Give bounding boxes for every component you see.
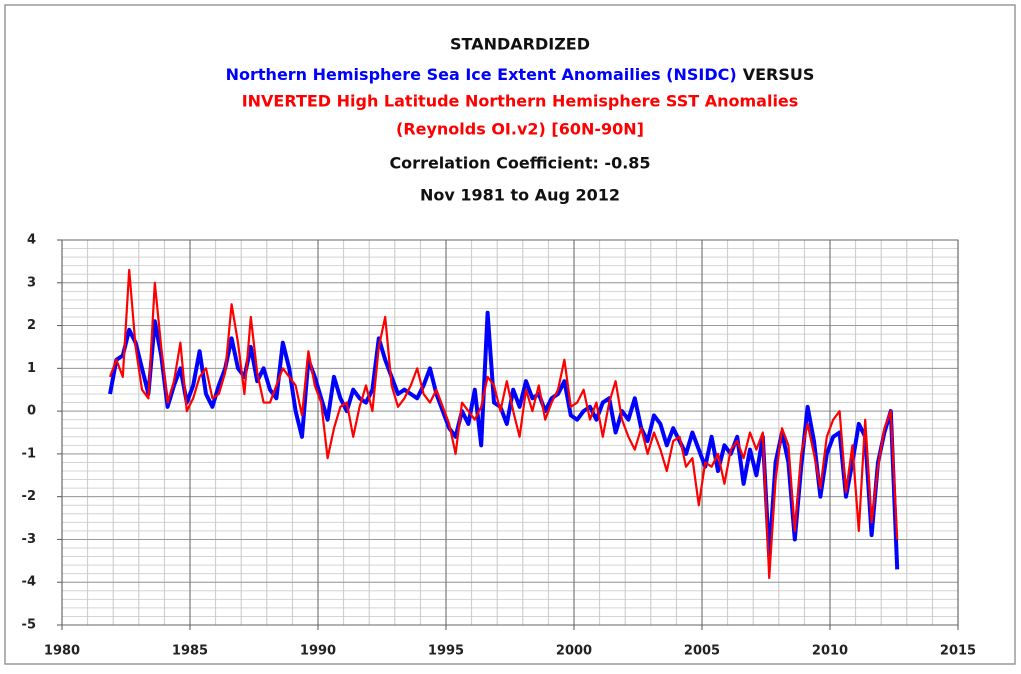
plot-area	[62, 240, 958, 625]
y-tick-label: -4	[22, 575, 36, 590]
x-tick-label: 1985	[172, 644, 208, 659]
x-tick-label: 1980	[44, 644, 80, 659]
y-tick-label: 0	[27, 404, 36, 419]
y-tick-label: -3	[22, 532, 36, 547]
x-tick-label: 2000	[556, 644, 592, 659]
y-tick-label: -5	[22, 618, 36, 633]
series-name: INVERTED High Latitude Northern Hemisphe…	[242, 92, 799, 111]
x-tick-label: 2010	[812, 644, 848, 659]
x-tick-label: 2015	[940, 644, 976, 659]
chart-title: STANDARDIZED	[450, 35, 590, 54]
x-tick-label: 1995	[428, 644, 464, 659]
plot-frame	[61, 239, 959, 626]
y-tick-label: 1	[27, 361, 36, 376]
annotation: Correlation Coefficient: -0.85	[389, 154, 650, 173]
y-tick-label: 3	[27, 275, 36, 290]
title-suffix: VERSUS	[743, 65, 815, 84]
title-line: (Reynolds OI.v2) [60N-90N]	[396, 120, 644, 139]
series-line	[108, 268, 899, 580]
title-line: Northern Hemisphere Sea Ice Extent Anoma…	[226, 65, 815, 84]
y-tick-label: -1	[22, 446, 36, 461]
x-tick-label: 2005	[684, 644, 720, 659]
series-name: Northern Hemisphere Sea Ice Extent Anoma…	[226, 65, 737, 84]
y-tick-label: 4	[27, 233, 36, 248]
y-tick-label: 2	[27, 318, 36, 333]
subtitle: Nov 1981 to Aug 2012	[420, 186, 620, 205]
y-tick-label: -2	[22, 489, 36, 504]
x-tick-label: 1990	[300, 644, 336, 659]
